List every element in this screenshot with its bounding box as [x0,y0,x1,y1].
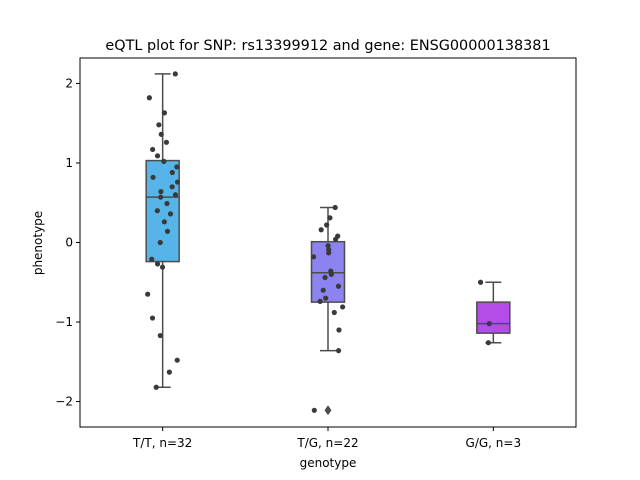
x-tick-label: T/T, n=32 [132,436,192,450]
data-point [145,291,151,297]
x-tick-label: T/G, n=22 [296,436,358,450]
y-tick-label: −1 [55,315,73,329]
y-tick-label: 0 [65,236,73,250]
data-point [335,348,342,354]
data-point [158,189,164,195]
data-point [174,164,180,170]
data-point [154,153,161,159]
data-point [149,315,156,321]
data-point [154,261,161,267]
data-point [157,332,163,339]
data-point [153,384,159,390]
data-point [161,158,167,164]
data-point [325,243,331,249]
data-point [161,110,168,116]
data-point [335,283,342,289]
y-axis-label: phenotype [31,211,45,275]
data-point [310,254,317,260]
chart-title: eQTL plot for SNP: rs13399912 and gene: … [105,38,550,54]
data-point [166,369,172,375]
data-point [323,295,329,301]
data-point [169,169,175,176]
data-point [159,264,166,270]
outlier-marker [324,405,332,416]
x-tick-label: G/G, n=3 [466,436,522,450]
data-point [332,204,338,211]
data-point [158,131,164,137]
data-point [485,340,491,346]
data-point [163,139,170,145]
data-point [167,211,174,217]
data-point [149,256,155,262]
data-point [328,271,334,277]
data-point [164,228,171,234]
data-point [174,357,180,363]
data-point [331,309,337,316]
y-tick-label: 2 [65,76,73,90]
data-point [174,179,181,185]
y-tick-label: −2 [55,395,73,409]
data-point [486,321,492,327]
data-point [332,236,339,242]
data-point [161,219,167,225]
data-point [164,200,170,207]
data-point [172,71,178,77]
data-point [150,146,156,153]
data-point [169,184,175,190]
data-point [324,222,330,228]
data-point [336,327,342,333]
data-point [317,298,323,304]
data-point [327,215,333,221]
data-point [156,122,162,128]
data-point [477,279,484,285]
data-point [311,407,317,413]
data-point [172,192,179,198]
plot-frame [79,57,577,428]
data-point [320,287,326,293]
data-point [322,274,328,281]
data-point [326,250,332,256]
data-point [158,194,164,200]
data-point [154,208,160,214]
y-tick-label: 1 [65,156,73,170]
data-point [340,304,346,310]
plot-area: −2 −1 0 1 2 T/T, n=32 T/G, n=22 G/G, n=3 [55,71,521,450]
box-iqr [310,240,346,303]
data-point [146,95,152,101]
data-point [318,227,324,233]
box-iqr [476,301,511,334]
data-point [157,239,163,246]
data-point [150,174,156,180]
x-axis-label: genotype [300,456,357,470]
